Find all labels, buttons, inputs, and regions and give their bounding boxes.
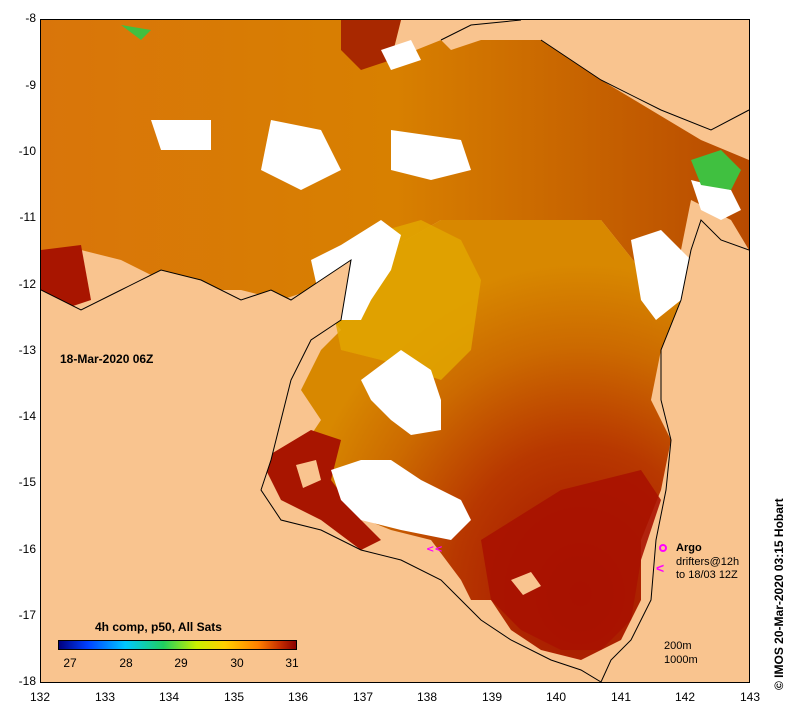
lon-tick: 140	[545, 690, 567, 704]
credit-label: © IMOS 20-Mar-2020 03:15 Hobart	[772, 498, 786, 690]
sst-map: <<	[40, 19, 750, 683]
lon-tick: 134	[158, 690, 180, 704]
lat-tick: -11	[19, 210, 36, 224]
lat-tick: -10	[18, 144, 36, 158]
legend-drifters: drifters@12h	[676, 556, 740, 568]
lon-tick: 139	[481, 690, 503, 704]
coastline	[41, 20, 749, 682]
sst-warm-southeast	[481, 470, 661, 650]
sst-warm-west	[261, 430, 381, 550]
depth-contour-1000: 1000m	[664, 654, 698, 666]
mornington-island	[511, 572, 541, 595]
lat-tick: -8	[25, 11, 36, 25]
no-data-regions	[151, 40, 741, 540]
lat-tick: -17	[18, 608, 36, 622]
lon-tick: 132	[29, 690, 51, 704]
cool-patches	[121, 25, 741, 190]
lon-tick: 137	[352, 690, 374, 704]
colorbar-tick: 27	[63, 656, 77, 670]
land-masses	[41, 20, 749, 682]
lon-tick: 141	[610, 690, 632, 704]
lat-tick: -18	[18, 674, 36, 688]
groote-eylandt	[296, 460, 321, 488]
colorbar-title: 4h comp, p50, All Sats	[95, 620, 222, 634]
drifter-icon: <	[656, 560, 665, 576]
colorbar-tick: 30	[230, 656, 244, 670]
lon-tick: 135	[223, 690, 245, 704]
lon-tick: 136	[287, 690, 309, 704]
lat-tick: -14	[18, 409, 36, 423]
lat-tick: -13	[18, 343, 36, 357]
sst-map-canvas: <<	[41, 20, 749, 682]
lat-tick: -12	[18, 277, 36, 291]
drifter-marker: <<	[426, 544, 443, 555]
argo-icon	[659, 544, 667, 552]
drifter-markers: <<	[426, 544, 443, 555]
new-guinea	[441, 20, 749, 130]
arnhem-land	[41, 260, 601, 682]
colorbar	[58, 640, 297, 650]
legend-drifters-date: to 18/03 12Z	[676, 569, 738, 581]
colorbar-tick: 31	[285, 656, 299, 670]
lon-tick: 142	[674, 690, 696, 704]
sst-warm-arnhem	[41, 245, 91, 310]
lon-tick: 138	[416, 690, 438, 704]
legend-argo: Argo	[676, 542, 702, 554]
lon-tick: 143	[739, 690, 761, 704]
lat-tick: -16	[18, 542, 36, 556]
cape-york	[601, 220, 749, 682]
lon-tick: 133	[94, 690, 116, 704]
lat-tick: -15	[18, 475, 36, 489]
lat-tick: -9	[25, 78, 36, 92]
date-label: 18-Mar-2020 06Z	[60, 352, 154, 366]
colorbar-tick: 29	[174, 656, 188, 670]
depth-contour-200: 200m	[664, 640, 692, 652]
colorbar-tick: 28	[119, 656, 133, 670]
